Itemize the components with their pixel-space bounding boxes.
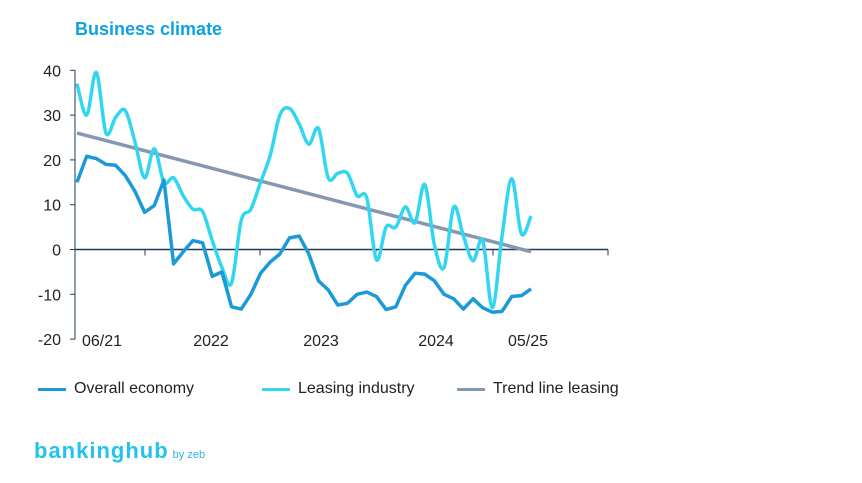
- legend-item-overall-economy: Overall economy: [38, 380, 194, 398]
- legend-swatch: [38, 387, 66, 391]
- logo-sub: by zeb: [172, 449, 206, 461]
- x-tick-label: 2023: [303, 333, 339, 350]
- legend-item-trend-line: Trend line leasing: [457, 380, 619, 398]
- bankinghub-logo: bankinghub by zeb: [34, 438, 205, 464]
- legend-swatch: [457, 387, 485, 391]
- series-overall-economy: [75, 154, 533, 314]
- legend-label: Trend line leasing: [493, 380, 619, 397]
- x-tick-label: 2022: [193, 333, 229, 350]
- y-tick-label: 30: [43, 108, 61, 125]
- legend-label: Leasing industry: [298, 380, 415, 397]
- y-tick-label: 0: [52, 243, 61, 260]
- y-tick-label: 20: [43, 153, 61, 170]
- y-tick-label: 40: [43, 63, 61, 80]
- x-tick-label: 2024: [418, 333, 454, 350]
- chart-title: Business climate: [75, 19, 223, 39]
- x-tick-label: 05/25: [508, 333, 548, 350]
- x-tick-label: 06/21: [82, 333, 122, 350]
- legend-swatch: [262, 387, 290, 391]
- legend-label: Overall economy: [74, 380, 195, 397]
- logo-text: bankinghub: [34, 438, 169, 463]
- legend-item-leasing-industry: Leasing industry: [262, 380, 415, 398]
- y-tick-label: -10: [38, 287, 61, 304]
- y-tick-label: 10: [43, 198, 61, 215]
- y-tick-label: -20: [38, 332, 61, 349]
- series-leasing-industry: [75, 70, 533, 310]
